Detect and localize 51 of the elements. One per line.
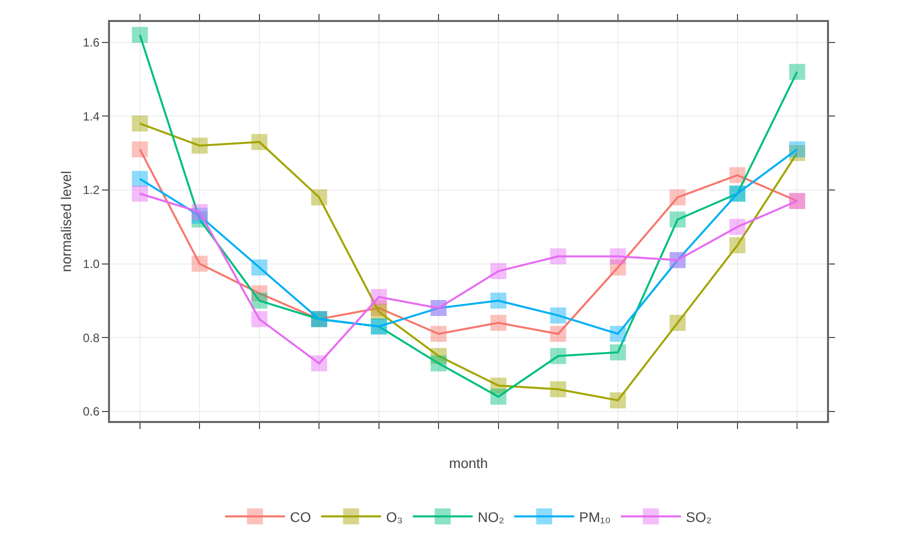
- point: [490, 292, 506, 309]
- point: [670, 189, 686, 206]
- point: [251, 259, 268, 276]
- point: [311, 355, 328, 372]
- point: [670, 314, 686, 331]
- y-tick-label: 0.8: [82, 330, 100, 345]
- point: [192, 204, 208, 220]
- legend-label: O₃: [386, 508, 403, 525]
- point: [610, 344, 626, 360]
- point: [132, 26, 148, 43]
- point: [251, 311, 268, 328]
- point: [132, 141, 148, 158]
- y-tick-label: 0.6: [82, 404, 100, 419]
- point: [550, 248, 566, 264]
- point: [550, 348, 566, 364]
- y-tick-label: 1.6: [82, 36, 100, 50]
- point: [132, 116, 148, 132]
- point: [132, 186, 148, 202]
- point: [550, 326, 566, 342]
- point: [670, 211, 686, 228]
- point: [789, 141, 806, 158]
- point: [490, 314, 506, 331]
- point: [729, 218, 746, 235]
- point: [192, 138, 208, 154]
- point: [251, 292, 268, 309]
- point: [251, 134, 268, 150]
- point: [610, 392, 626, 408]
- point: [550, 381, 566, 398]
- point: [550, 307, 566, 324]
- legend-label: NO₂: [478, 508, 504, 525]
- y-axis-title: normalised level: [58, 170, 74, 272]
- y-tick-label: 1.0: [82, 256, 100, 271]
- y-tick-label: 1.2: [82, 183, 100, 198]
- legend-label: CO: [290, 508, 312, 525]
- point: [430, 355, 447, 372]
- point: [610, 326, 626, 342]
- point: [729, 167, 746, 184]
- x-axis-title: month: [449, 454, 488, 471]
- legend-label: SO₂: [686, 508, 712, 525]
- y-tick-label: 1.4: [82, 109, 100, 124]
- point: [610, 248, 626, 264]
- point: [789, 64, 806, 80]
- point: [370, 288, 387, 305]
- point: [430, 326, 447, 342]
- point: [192, 256, 208, 272]
- point: [729, 237, 746, 254]
- point: [490, 263, 506, 280]
- point: [490, 388, 506, 405]
- point: [132, 170, 148, 187]
- point: [311, 189, 328, 206]
- legend-label: PM₁₀: [579, 508, 611, 525]
